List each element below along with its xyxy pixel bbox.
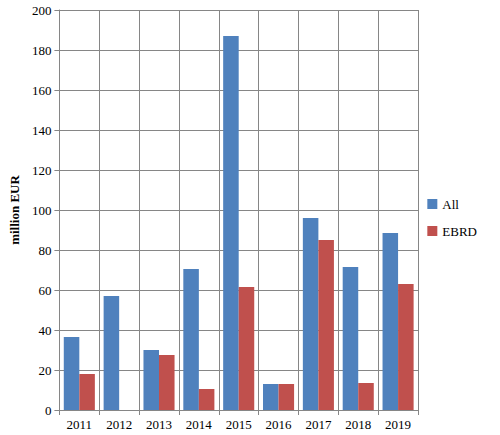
svg-text:140: 140 [32,123,52,138]
svg-text:million EUR: million EUR [7,175,22,245]
svg-text:0: 0 [45,403,52,418]
svg-text:All: All [442,197,459,212]
svg-text:2016: 2016 [266,417,293,432]
svg-text:2017: 2017 [305,417,332,432]
svg-text:180: 180 [32,43,52,58]
svg-text:EBRD: EBRD [442,224,477,239]
svg-text:120: 120 [32,163,52,178]
svg-text:60: 60 [38,283,51,298]
svg-text:80: 80 [38,243,51,258]
svg-text:100: 100 [32,203,52,218]
svg-text:2014: 2014 [186,417,213,432]
svg-text:2013: 2013 [146,417,172,432]
svg-text:2019: 2019 [385,417,411,432]
svg-text:40: 40 [38,323,51,338]
svg-text:20: 20 [38,363,51,378]
svg-text:2011: 2011 [67,417,93,432]
svg-text:2012: 2012 [106,417,132,432]
svg-text:200: 200 [32,3,52,18]
svg-text:2015: 2015 [226,417,252,432]
svg-text:2018: 2018 [345,417,371,432]
svg-text:160: 160 [32,83,52,98]
